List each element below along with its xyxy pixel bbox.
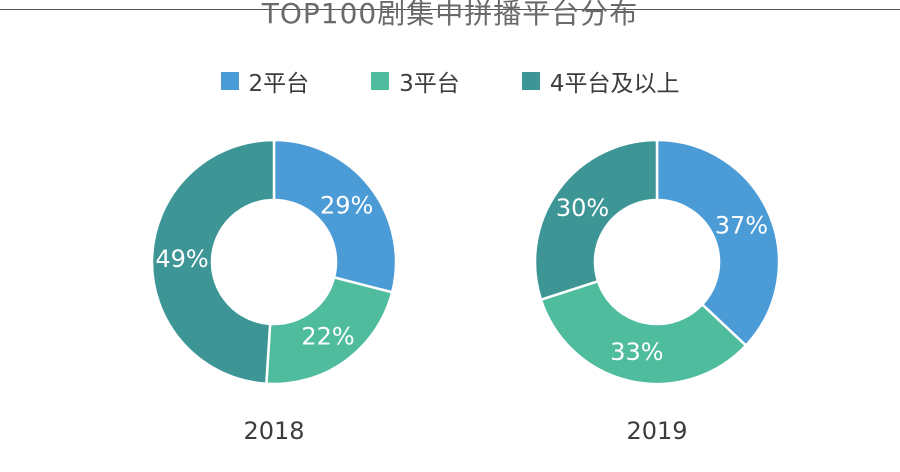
legend-item-2-platforms: 2平台 <box>220 64 310 98</box>
slice-label-2018-4-plus-platforms: 49% <box>155 245 208 273</box>
legend-swatch-2-platforms <box>220 72 239 90</box>
year-label-2018: 2018 <box>243 417 304 445</box>
slice-2018-2-platforms <box>272 138 398 294</box>
legend: 2平台 3平台 4平台及以上 <box>0 64 900 98</box>
donut-chart-2018: 29% 22% 49% 2018 <box>150 138 398 445</box>
slice-2019-4-plus-platforms <box>533 138 659 302</box>
slice-2019-2-platforms <box>655 138 781 348</box>
slice-label-2019-2-platforms: 37% <box>715 211 768 239</box>
slice-2018-3-platforms <box>265 275 394 386</box>
year-label-2019: 2019 <box>626 417 687 445</box>
legend-swatch-4-plus-platforms <box>521 72 540 90</box>
legend-swatch-3-platforms <box>371 72 390 90</box>
top-divider <box>0 9 900 10</box>
slice-label-2019-4-plus-platforms: 30% <box>556 194 609 222</box>
slice-2019-3-platforms <box>539 279 748 386</box>
legend-label-4-plus-platforms: 4平台及以上 <box>549 71 680 97</box>
slice-2018-4-plus-platforms <box>150 138 276 386</box>
legend-item-4-plus-platforms: 4平台及以上 <box>521 64 680 98</box>
slice-label-2019-3-platforms: 33% <box>610 338 663 366</box>
chart-title: TOP100剧集中拼播平台分布 <box>261 0 639 30</box>
legend-label-2-platforms: 2平台 <box>248 71 310 97</box>
legend-label-3-platforms: 3平台 <box>399 71 460 97</box>
donut-chart-2019: 37% 33% 30% 2019 <box>533 138 781 445</box>
slice-label-2018-3-platforms: 22% <box>301 322 354 350</box>
slice-label-2018-2-platforms: 29% <box>320 192 373 220</box>
legend-item-3-platforms: 3平台 <box>371 64 460 98</box>
